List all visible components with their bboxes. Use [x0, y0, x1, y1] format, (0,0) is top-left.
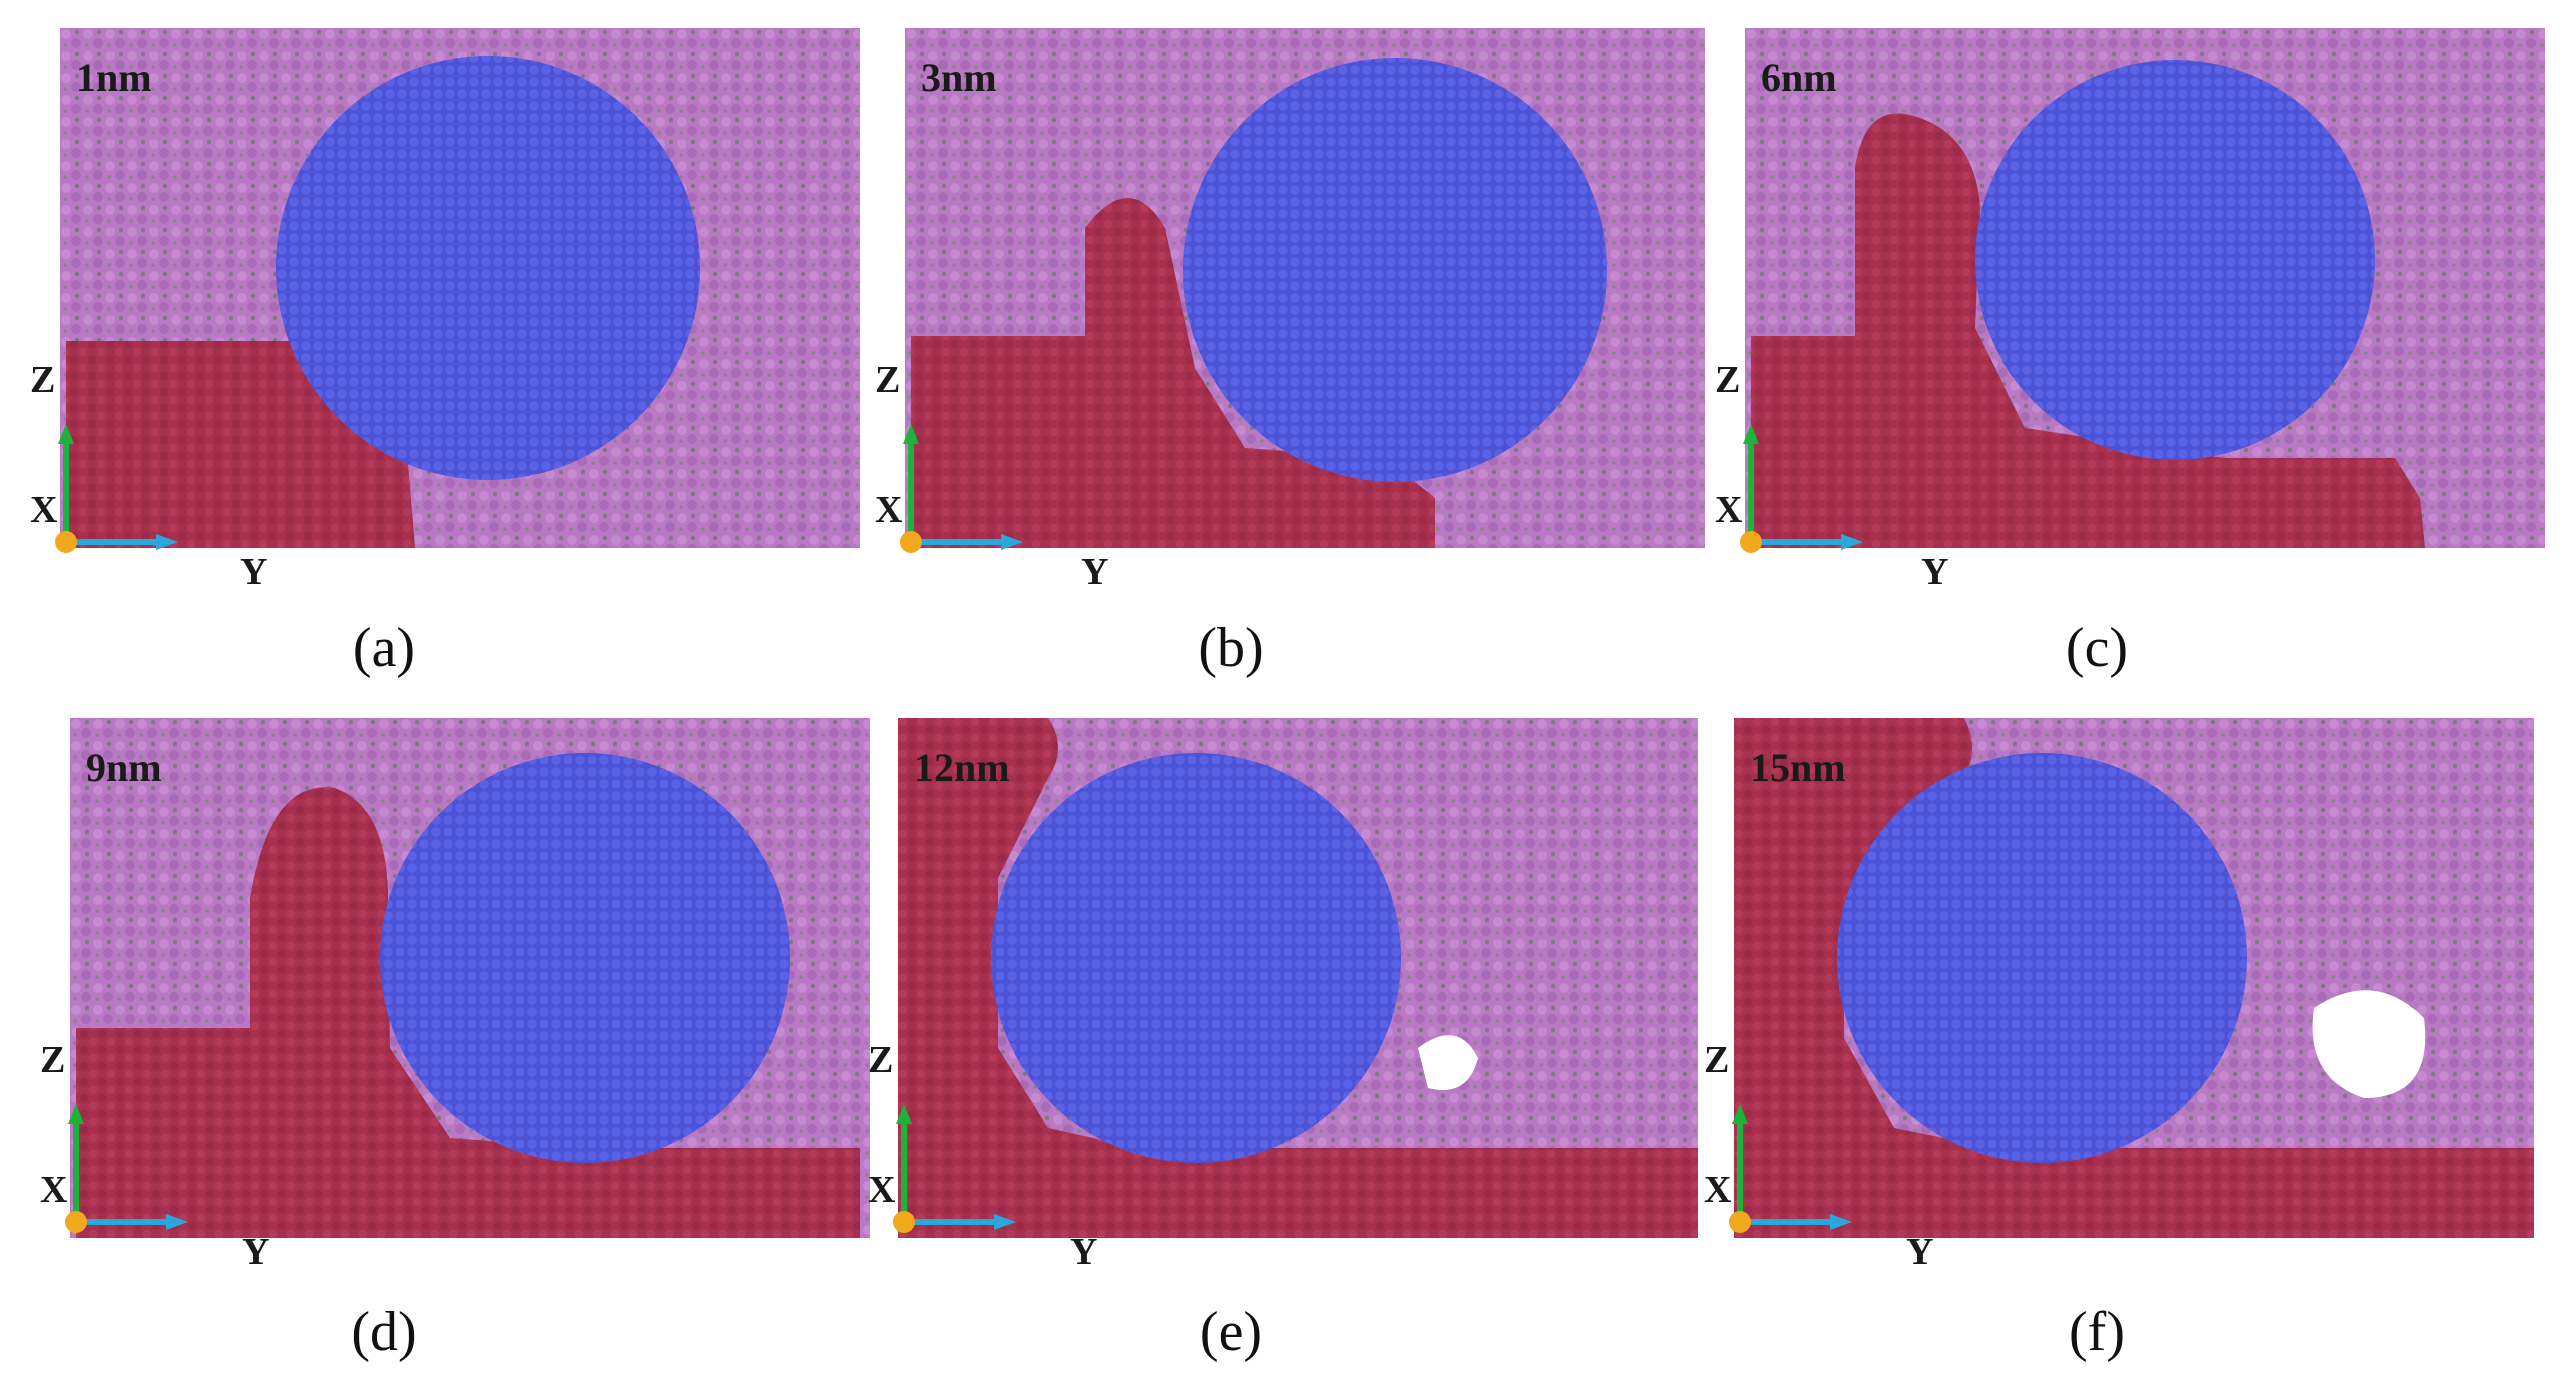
- panel-c: 6nm Z X Y: [1715, 28, 2545, 593]
- axis-triad: [893, 1104, 1016, 1233]
- panel-d-caption: (d): [351, 1301, 417, 1363]
- substrate-region: [76, 787, 860, 1238]
- time-label: 3nm: [921, 55, 997, 100]
- axis-triad: [65, 1104, 188, 1233]
- axis-z-label: Z: [30, 359, 56, 401]
- axis-z-label: Z: [868, 1039, 894, 1081]
- simulation-snapshot: [898, 718, 1698, 1238]
- simulation-snapshot: [70, 718, 870, 1238]
- panel-b-caption: (b): [1198, 617, 1264, 679]
- panel-f: 15nm Z X Y: [1704, 718, 2534, 1273]
- axis-x-label: X: [40, 1169, 68, 1211]
- panel-a: 1nm Z X Y: [30, 28, 860, 593]
- axis-triad: [55, 424, 178, 553]
- panel-d: 9nm Z X Y: [40, 718, 870, 1273]
- substrate-region: [1751, 113, 2425, 548]
- axis-triad: [1740, 424, 1863, 553]
- axis-x-label: X: [1715, 489, 1743, 531]
- axis-x-label: X: [1704, 1169, 1732, 1211]
- axis-y-label: Y: [240, 551, 268, 593]
- time-label: 1nm: [76, 55, 152, 100]
- axis-x-label: X: [875, 489, 903, 531]
- panel-c-caption: (c): [2065, 617, 2129, 679]
- substrate-region: [898, 718, 1698, 1238]
- axis-y-label: Y: [242, 1231, 270, 1273]
- blue-particle: [380, 753, 790, 1163]
- axis-z-label: Z: [1715, 359, 1741, 401]
- time-label: 15nm: [1750, 745, 1846, 790]
- panel-e-caption: (e): [1199, 1301, 1263, 1363]
- axis-x-label: X: [868, 1169, 896, 1211]
- axis-y-label: Y: [1070, 1231, 1098, 1273]
- simulation-snapshot: [1745, 28, 2545, 548]
- simulation-void: [2312, 990, 2426, 1098]
- axis-y-label: Y: [1906, 1231, 1934, 1273]
- axis-y-label: Y: [1921, 551, 1949, 593]
- time-label: 12nm: [914, 745, 1010, 790]
- blue-particle: [1183, 58, 1607, 482]
- axis-triad: [1729, 1104, 1852, 1233]
- simulation-snapshot: [905, 28, 1705, 548]
- time-label: 6nm: [1761, 55, 1837, 100]
- panel-b: 3nm Z X Y: [875, 28, 1705, 593]
- simulation-void: [1418, 1035, 1478, 1090]
- axis-z-label: Z: [875, 359, 901, 401]
- blue-particle: [1837, 753, 2247, 1163]
- panel-e: 12nm Z X Y: [868, 718, 1698, 1273]
- time-label: 9nm: [86, 745, 162, 790]
- axis-z-label: Z: [40, 1039, 66, 1081]
- simulation-snapshot: [60, 28, 860, 548]
- axis-x-label: X: [30, 489, 58, 531]
- simulation-snapshot: [1734, 718, 2534, 1238]
- panel-f-caption: (f): [2069, 1301, 2125, 1363]
- blue-particle: [991, 753, 1401, 1163]
- blue-particle: [1975, 60, 2375, 460]
- blue-particle: [276, 56, 700, 480]
- axis-triad: [900, 424, 1023, 553]
- panel-a-caption: (a): [352, 617, 416, 679]
- substrate-region: [1734, 718, 2534, 1238]
- axis-y-label: Y: [1081, 551, 1109, 593]
- axis-z-label: Z: [1704, 1039, 1730, 1081]
